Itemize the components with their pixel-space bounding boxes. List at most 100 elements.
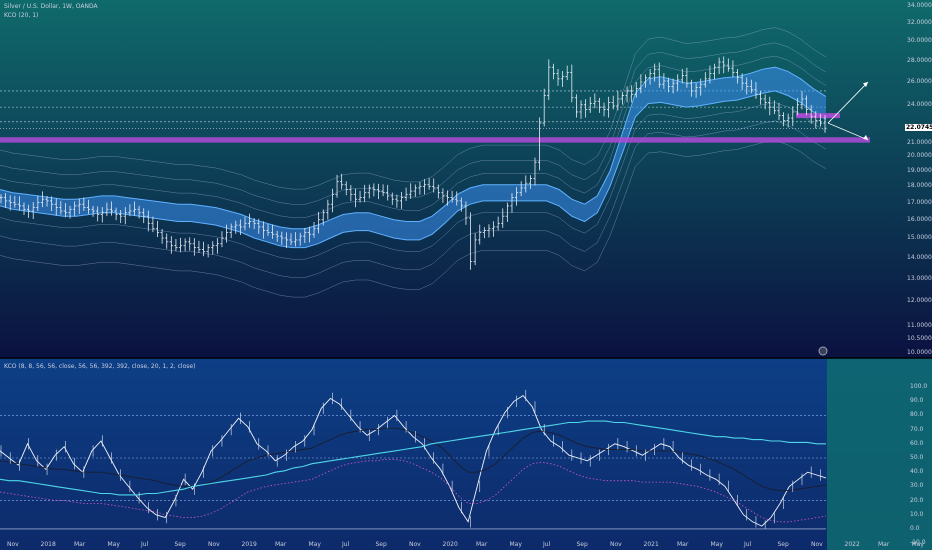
ohlc-bar <box>220 231 224 248</box>
indicator-tick-label: 0.0 <box>910 524 920 532</box>
ohlc-bar <box>607 96 611 118</box>
price-bars <box>0 56 827 270</box>
price-tick-label: 13.00000 <box>907 274 932 282</box>
projection-down-arrow <box>827 122 869 141</box>
ohlc-bar <box>17 196 22 211</box>
indicator-tick-label: 20.0 <box>910 496 924 504</box>
ohlc-bar <box>307 226 312 243</box>
ohlc-bar <box>91 205 95 217</box>
price-tick-label: 32.00000 <box>907 19 932 27</box>
ohlc-bar <box>528 175 532 189</box>
ohlc-bar <box>809 105 813 124</box>
ohlc-bar <box>340 173 344 190</box>
ohlc-bar <box>422 179 427 195</box>
time-tick-label: Mar <box>677 541 689 548</box>
ohlc-bar <box>413 184 417 197</box>
time-tick-label: Sep <box>375 541 387 548</box>
ohlc-bar <box>344 181 348 196</box>
ohlc-bar <box>777 102 781 121</box>
ohlc-bar <box>717 57 721 75</box>
ohlc-bar <box>86 199 91 214</box>
indicator-tick-label: -10.0 <box>910 539 926 547</box>
ohlc-bar <box>735 69 740 84</box>
time-tick-label: 2022 <box>844 541 860 548</box>
indicator-fast-line <box>0 395 827 527</box>
ohlc-bar <box>514 187 519 206</box>
ohlc-bar <box>183 238 187 252</box>
ohlc-bar <box>482 227 486 239</box>
ohlc-bar <box>731 60 735 77</box>
ohlc-bar <box>155 220 160 237</box>
time-tick-label: Jul <box>141 541 149 548</box>
ohlc-bar <box>358 190 362 203</box>
ohlc-bar <box>215 238 219 254</box>
ohlc-bar <box>570 64 574 103</box>
ohlc-bar <box>745 77 749 95</box>
outer-upper-band <box>0 27 827 190</box>
time-tick-label: 2018 <box>40 541 56 548</box>
ohlc-bar <box>399 191 404 209</box>
price-tick-label: 34.00000 <box>907 2 932 9</box>
ohlc-bar <box>298 232 302 246</box>
ohlc-bar <box>740 73 744 91</box>
kco-bands <box>0 27 827 298</box>
ohlc-bar <box>800 91 804 110</box>
indicator-legend-lower: KCO (8, 8, 56, 56, close, 56, 56, 392, 3… <box>4 363 196 370</box>
ohlc-bar <box>676 74 680 92</box>
ohlc-bar <box>478 224 482 245</box>
ohlc-bar <box>109 201 114 216</box>
ohlc-bar <box>653 63 657 82</box>
indicator-tick-label: 100.0 <box>910 383 928 391</box>
tradingview-logo-icon[interactable] <box>818 346 828 356</box>
ohlc-bar <box>266 223 270 236</box>
ohlc-bar <box>671 78 675 94</box>
price-tick-label: 17.00000 <box>907 198 932 206</box>
indicator-signal-dotted <box>0 459 827 523</box>
ohlc-bar <box>73 201 77 217</box>
ohlc-bar <box>445 190 450 206</box>
ohlc-bar <box>201 241 206 257</box>
inner-band-fill <box>0 67 826 248</box>
outer-lower-band <box>0 140 827 298</box>
ohlc-bar <box>367 184 371 199</box>
ohlc-bar <box>27 204 31 218</box>
price-tick-label: 26.00000 <box>907 78 932 86</box>
indicator-tick-label: 40.0 <box>910 468 924 476</box>
ohlc-bar <box>533 157 537 186</box>
ohlc-bar <box>261 221 265 239</box>
ohlc-bar <box>390 192 394 205</box>
ohlc-bar <box>768 96 772 116</box>
ohlc-bar <box>36 195 40 212</box>
ohlc-bar <box>8 195 12 211</box>
chart-title: Silver / U.S. Dollar, 1W, OANDA <box>4 3 98 10</box>
ohlc-bar <box>381 184 385 197</box>
ohlc-bar <box>330 188 335 213</box>
support-zone <box>0 137 870 143</box>
ohlc-bar <box>353 188 358 208</box>
time-tick-label: Nov <box>811 541 823 548</box>
ohlc-bar <box>284 232 289 248</box>
price-tick-label: 30.00000 <box>907 37 932 45</box>
ohlc-bar <box>312 222 316 238</box>
ohlc-bar <box>455 191 459 206</box>
ohlc-bar <box>694 83 698 98</box>
ohlc-bar <box>0 194 3 204</box>
ohlc-bar <box>174 238 178 252</box>
time-tick-label: Mar <box>74 541 86 548</box>
ohlc-bar <box>132 201 137 216</box>
ohlc-bar <box>722 56 726 74</box>
price-tick-label: 11.00000 <box>907 321 932 329</box>
ohlc-bar <box>772 100 776 115</box>
ohlc-bar <box>100 207 104 223</box>
ohlc-bar <box>588 96 592 113</box>
ohlc-bar <box>275 230 279 242</box>
indicator-tick-label: 10.0 <box>910 510 924 518</box>
ohlc-bar <box>280 231 284 245</box>
outer-lower-band <box>0 102 827 260</box>
ohlc-bar <box>795 98 799 116</box>
time-tick-label: May <box>509 541 522 548</box>
grid-lines <box>0 90 826 530</box>
ohlc-bar <box>178 237 183 253</box>
ohlc-bar <box>561 71 565 87</box>
